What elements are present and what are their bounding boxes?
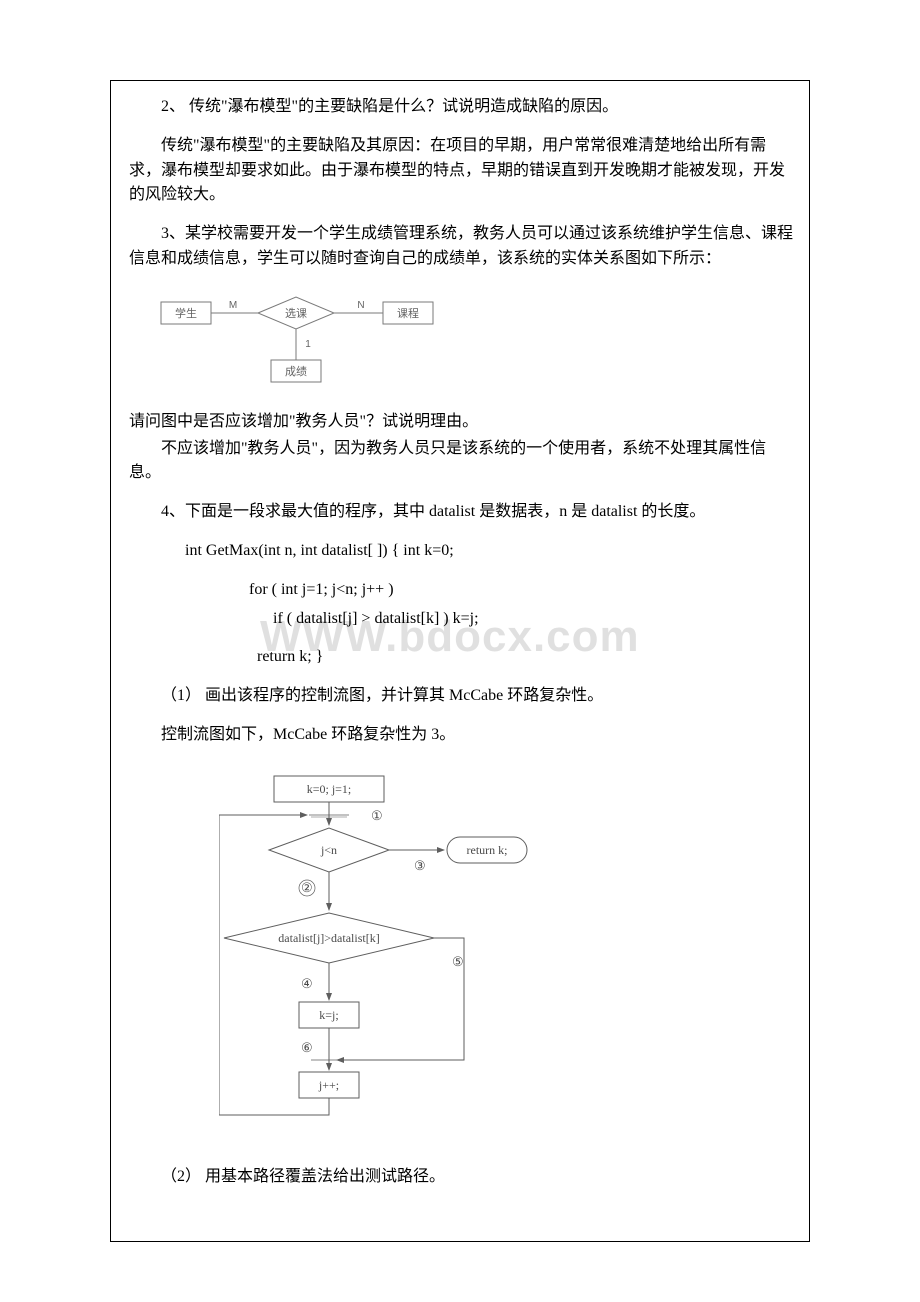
control-flow-chart: k=0; j=1; ① j<n ③ return k; ② datalist[j]>data…	[219, 770, 539, 1150]
svg-text:课程: 课程	[397, 307, 419, 320]
svg-text:⑤: ⑤	[452, 954, 464, 969]
q4-sub1: （1） 画出该程序的控制流图，并计算其 McCabe 环路复杂性。	[129, 684, 793, 709]
svg-text:return k;: return k;	[467, 843, 508, 857]
svg-text:⑥: ⑥	[301, 1040, 313, 1055]
svg-text:学生: 学生	[175, 306, 197, 320]
code-line-1: int GetMax(int n, int datalist[ ]) { int…	[185, 539, 793, 564]
svg-text:①: ①	[371, 808, 383, 823]
svg-text:k=j;: k=j;	[319, 1008, 338, 1022]
svg-text:datalist[j]>datalist[k]: datalist[j]>datalist[k]	[278, 931, 379, 945]
q2-title: 2、 传统"瀑布模型"的主要缺陷是什么？试说明造成缺陷的原因。	[129, 95, 793, 120]
q2-answer: 传统"瀑布模型"的主要缺陷及其原因：在项目的早期，用户常常很难清楚地给出所有需求…	[129, 134, 793, 208]
q3-followup: 请问图中是否应该增加"教务人员"？试说明理由。	[129, 410, 793, 435]
q4-sub2: （2） 用基本路径覆盖法给出测试路径。	[129, 1165, 793, 1190]
svg-text:j<n: j<n	[320, 843, 337, 857]
q4-ans1: 控制流图如下，McCabe 环路复杂性为 3。	[129, 723, 793, 748]
svg-text:M: M	[229, 300, 237, 311]
svg-text:③: ③	[414, 858, 426, 873]
svg-text:k=0; j=1;: k=0; j=1;	[307, 782, 352, 796]
q4-title: 4、下面是一段求最大值的程序，其中 datalist 是数据表，n 是 data…	[129, 500, 793, 525]
code-line-4: return k; }	[257, 645, 793, 670]
content-frame: 2、 传统"瀑布模型"的主要缺陷是什么？试说明造成缺陷的原因。 传统"瀑布模型"…	[110, 80, 810, 1242]
svg-text:选课: 选课	[285, 307, 307, 320]
code-line-2: for ( int j=1; j<n; j++ )	[249, 578, 793, 603]
er-diagram: 学生 课程 选课 M N 1 成绩	[151, 290, 471, 395]
svg-text:N: N	[357, 300, 364, 311]
svg-text:成绩: 成绩	[285, 365, 307, 378]
svg-text:②: ②	[301, 880, 313, 895]
svg-text:1: 1	[305, 339, 311, 350]
q3-title: 3、某学校需要开发一个学生成绩管理系统，教务人员可以通过该系统维护学生信息、课程…	[129, 222, 793, 272]
svg-text:④: ④	[301, 976, 313, 991]
code-line-3: if ( datalist[j] > datalist[k] ) k=j;	[273, 607, 793, 632]
q3-answer: 不应该增加"教务人员"，因为教务人员只是该系统的一个使用者，系统不处理其属性信息…	[129, 437, 793, 487]
svg-text:j++;: j++;	[318, 1078, 339, 1092]
page: WWW.bdocx.com 2、 传统"瀑布模型"的主要缺陷是什么？试说明造成缺…	[0, 0, 920, 1302]
